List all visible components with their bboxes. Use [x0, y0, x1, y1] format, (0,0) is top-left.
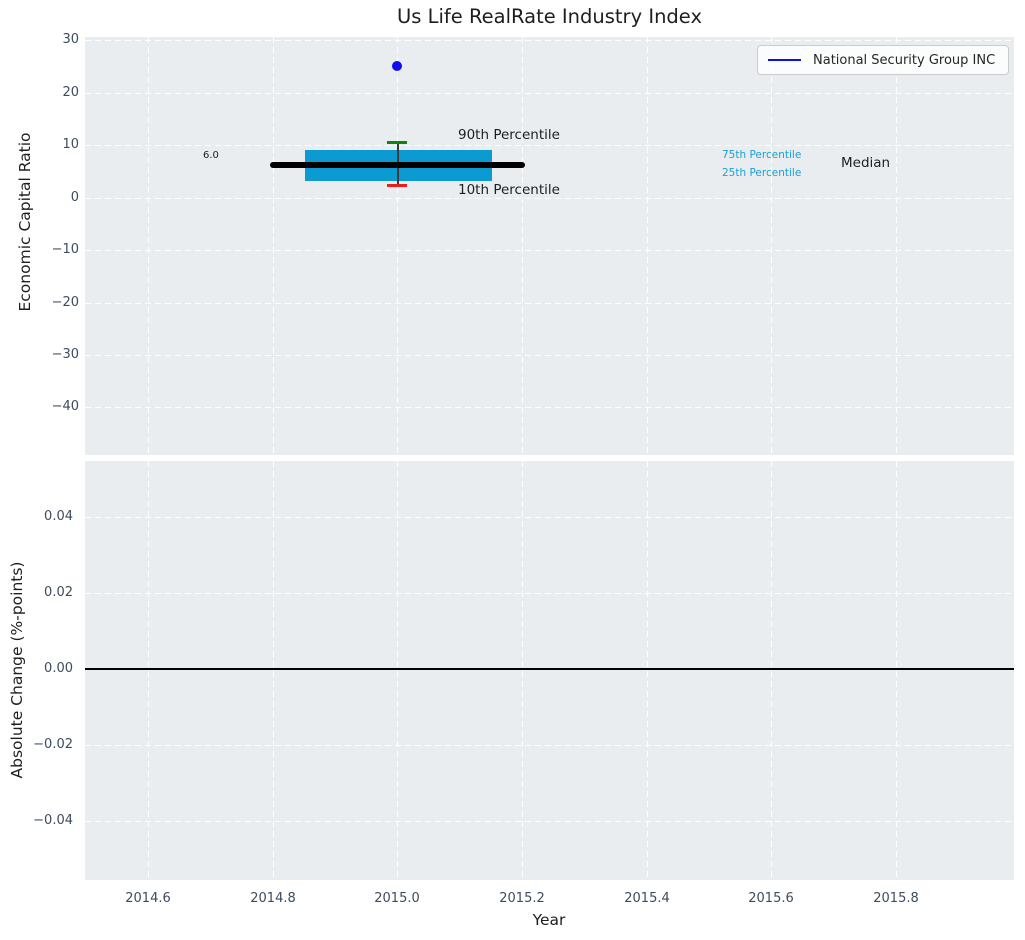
p90-whisker-cap — [387, 141, 407, 144]
gridline — [522, 461, 523, 880]
xtick-label: 2015.4 — [624, 891, 670, 906]
xtick-label: 2014.6 — [125, 891, 171, 906]
top-y-axis-label: Economic Capital Ratio — [16, 132, 34, 312]
ytick-label: −30 — [51, 347, 79, 362]
gridline — [85, 517, 1014, 518]
gridline — [85, 355, 1014, 356]
gridline — [771, 461, 772, 880]
gridline — [522, 37, 523, 455]
gridline — [148, 37, 149, 455]
company-data-point — [392, 61, 402, 71]
gridline — [85, 145, 1014, 146]
ytick-label: −20 — [51, 295, 79, 310]
legend-line-swatch — [768, 58, 801, 62]
xtick-label: 2015.0 — [374, 891, 420, 906]
gridline — [85, 593, 1014, 594]
ytick-label: 0.00 — [44, 661, 73, 676]
gridline — [896, 461, 897, 880]
x-axis-label: Year — [532, 911, 566, 929]
zero-reference-line — [85, 668, 1014, 670]
ytick-label: −0.02 — [33, 737, 73, 752]
p10-whisker-cap — [387, 184, 407, 187]
gridline — [896, 37, 897, 455]
median-label: Median — [841, 155, 891, 171]
legend: National Security Group INC — [757, 45, 1009, 75]
ytick-label: 0 — [70, 190, 79, 205]
bottom-y-axis-label: Absolute Change (%-points) — [8, 561, 26, 779]
gridline — [273, 461, 274, 880]
chart-title: Us Life RealRate Industry Index — [396, 5, 702, 28]
bottom-axes — [85, 461, 1014, 880]
p90-label: 90th Percentile — [458, 127, 560, 143]
xtick-label: 2014.8 — [250, 891, 296, 906]
legend-label: National Security Group INC — [813, 52, 996, 68]
gridline — [85, 407, 1014, 408]
ytick-label: −40 — [51, 399, 79, 414]
ytick-label: 20 — [62, 85, 79, 100]
gridline — [148, 461, 149, 880]
median-value-label: 6.0 — [203, 150, 219, 161]
p10-label: 10th Percentile — [458, 182, 560, 198]
gridline — [85, 198, 1014, 199]
xtick-label: 2015.2 — [499, 891, 545, 906]
gridline — [85, 303, 1014, 304]
gridline — [647, 461, 648, 880]
xtick-label: 2015.6 — [748, 891, 794, 906]
gridline — [397, 461, 398, 880]
gridline — [647, 37, 648, 455]
gridline — [85, 821, 1014, 822]
ytick-label: 10 — [62, 137, 79, 152]
ytick-label: −10 — [51, 242, 79, 257]
top-axes: 6.0 90th Percentile 10th Percentile 75th… — [85, 37, 1014, 455]
p75-label: 75th Percentile — [722, 149, 802, 161]
xtick-label: 2015.8 — [873, 891, 919, 906]
ytick-label: 30 — [62, 32, 79, 47]
gridline — [397, 37, 398, 455]
gridline — [85, 745, 1014, 746]
gridline — [85, 93, 1014, 94]
median-line — [270, 162, 525, 168]
gridline — [85, 40, 1014, 41]
ytick-label: 0.04 — [44, 509, 73, 524]
gridline — [85, 250, 1014, 251]
ytick-label: 0.02 — [44, 585, 73, 600]
gridline — [273, 37, 274, 455]
p25-label: 25th Percentile — [722, 167, 802, 179]
gridline — [771, 37, 772, 455]
ytick-label: −0.04 — [33, 813, 73, 828]
